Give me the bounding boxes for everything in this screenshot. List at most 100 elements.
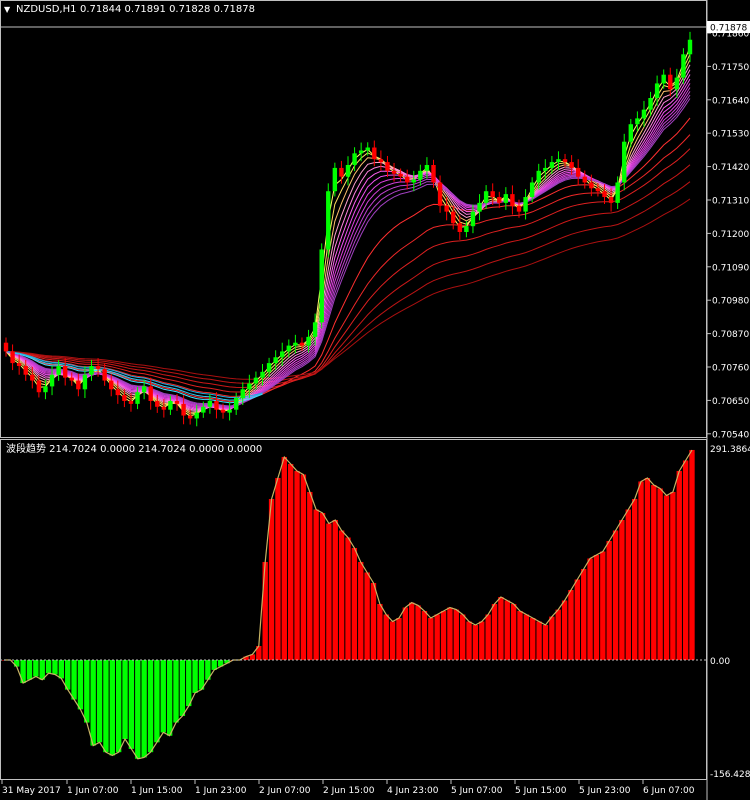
candle-body[interactable] bbox=[319, 249, 324, 323]
candle-body[interactable] bbox=[490, 191, 495, 198]
candlestick-series[interactable] bbox=[3, 31, 693, 427]
candle-body[interactable] bbox=[510, 194, 515, 206]
candle-body[interactable] bbox=[451, 211, 456, 224]
candle-body[interactable] bbox=[299, 342, 305, 346]
window-menu-icon[interactable]: ▼ bbox=[4, 5, 11, 14]
candle-body[interactable] bbox=[385, 162, 390, 171]
candle-body[interactable] bbox=[398, 173, 403, 177]
candle-body[interactable] bbox=[194, 412, 199, 419]
candle-body[interactable] bbox=[457, 223, 463, 232]
candle-body[interactable] bbox=[681, 54, 686, 78]
candle-body[interactable] bbox=[345, 165, 351, 177]
candle-body[interactable] bbox=[635, 118, 640, 125]
candle-body[interactable] bbox=[352, 153, 357, 165]
candle-body[interactable] bbox=[280, 351, 285, 358]
candle-body[interactable] bbox=[536, 170, 541, 183]
candle-body[interactable] bbox=[404, 176, 410, 183]
candle-body[interactable] bbox=[155, 400, 160, 407]
candle-body[interactable] bbox=[141, 386, 147, 393]
candle-body[interactable] bbox=[286, 345, 292, 352]
candle-body[interactable] bbox=[595, 188, 601, 192]
candle-body[interactable] bbox=[464, 226, 469, 232]
candle-body[interactable] bbox=[95, 366, 101, 369]
candle-body[interactable] bbox=[582, 176, 587, 183]
candle-body[interactable] bbox=[233, 398, 239, 410]
candle-body[interactable] bbox=[418, 170, 423, 180]
candle-body[interactable] bbox=[187, 415, 193, 419]
candle-body[interactable] bbox=[3, 342, 9, 352]
candle-body[interactable] bbox=[372, 147, 377, 160]
candle-body[interactable] bbox=[523, 197, 528, 212]
candle-body[interactable] bbox=[661, 74, 666, 84]
candle-body[interactable] bbox=[89, 366, 94, 375]
candle-body[interactable] bbox=[589, 182, 594, 189]
candle-body[interactable] bbox=[668, 74, 673, 90]
candle-body[interactable] bbox=[312, 322, 318, 337]
candle-body[interactable] bbox=[358, 150, 364, 154]
candle-body[interactable] bbox=[391, 170, 397, 174]
candle-body[interactable] bbox=[411, 179, 416, 183]
candle-body[interactable] bbox=[339, 167, 344, 177]
candle-body[interactable] bbox=[174, 400, 180, 404]
candle-body[interactable] bbox=[247, 383, 252, 390]
candle-body[interactable] bbox=[332, 167, 338, 192]
candle-body[interactable] bbox=[76, 380, 81, 390]
candle-body[interactable] bbox=[62, 366, 68, 378]
candle-body[interactable] bbox=[424, 165, 430, 171]
candle-body[interactable] bbox=[674, 77, 680, 90]
candle-body[interactable] bbox=[181, 403, 186, 416]
candle-body[interactable] bbox=[207, 400, 213, 407]
candle-body[interactable] bbox=[214, 400, 219, 410]
candle-body[interactable] bbox=[687, 39, 693, 55]
candle-body[interactable] bbox=[437, 182, 443, 206]
candle-body[interactable] bbox=[608, 197, 614, 203]
candle-body[interactable] bbox=[628, 124, 634, 142]
candle-body[interactable] bbox=[227, 409, 232, 413]
candle-body[interactable] bbox=[556, 159, 561, 163]
candle-body[interactable] bbox=[36, 380, 42, 393]
candle-body[interactable] bbox=[497, 197, 502, 203]
candle-body[interactable] bbox=[260, 371, 265, 378]
candle-body[interactable] bbox=[529, 182, 535, 198]
candle-body[interactable] bbox=[266, 363, 272, 372]
candle-body[interactable] bbox=[444, 205, 449, 212]
candle-body[interactable] bbox=[135, 392, 140, 404]
candle-body[interactable] bbox=[16, 363, 22, 366]
candle-body[interactable] bbox=[128, 400, 134, 404]
candle-body[interactable] bbox=[543, 167, 548, 171]
candle-body[interactable] bbox=[641, 109, 647, 119]
candle-body[interactable] bbox=[201, 406, 206, 413]
candle-body[interactable] bbox=[43, 386, 48, 393]
candle-body[interactable] bbox=[168, 400, 173, 410]
candle-body[interactable] bbox=[648, 98, 653, 110]
candle-body[interactable] bbox=[56, 366, 61, 375]
candle-body[interactable] bbox=[122, 395, 127, 401]
candle-body[interactable] bbox=[30, 374, 35, 381]
candle-body[interactable] bbox=[102, 368, 107, 381]
candle-body[interactable] bbox=[326, 191, 331, 250]
candle-body[interactable] bbox=[69, 377, 74, 381]
candle-body[interactable] bbox=[477, 202, 482, 212]
candle-body[interactable] bbox=[220, 409, 226, 413]
candle-body[interactable] bbox=[49, 374, 55, 387]
candle-body[interactable] bbox=[503, 194, 509, 203]
candle-body[interactable] bbox=[82, 374, 88, 390]
candle-body[interactable] bbox=[109, 380, 114, 390]
candle-body[interactable] bbox=[240, 389, 245, 399]
candle-body[interactable] bbox=[569, 162, 574, 168]
candle-body[interactable] bbox=[273, 357, 278, 364]
candle-body[interactable] bbox=[562, 159, 568, 163]
candle-body[interactable] bbox=[378, 159, 384, 163]
candle-body[interactable] bbox=[516, 205, 522, 212]
candle-body[interactable] bbox=[365, 147, 370, 151]
candle-body[interactable] bbox=[602, 191, 607, 198]
candle-body[interactable] bbox=[253, 377, 259, 384]
candle-body[interactable] bbox=[306, 336, 311, 346]
candle-body[interactable] bbox=[293, 342, 298, 346]
candle-body[interactable] bbox=[470, 211, 476, 227]
candle-body[interactable] bbox=[148, 386, 153, 401]
candle-body[interactable] bbox=[23, 366, 28, 375]
candle-body[interactable] bbox=[615, 182, 620, 203]
candle-body[interactable] bbox=[431, 165, 436, 183]
